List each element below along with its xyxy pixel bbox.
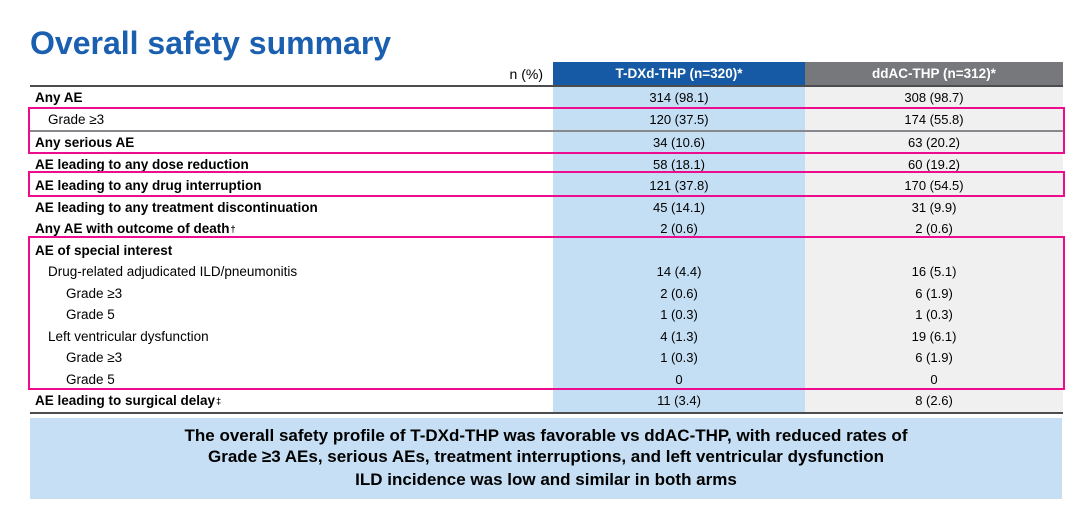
- row-label: Grade ≥3: [66, 350, 123, 366]
- table-row: Grade ≥3 1 (0.3) 6 (1.9): [30, 347, 1063, 369]
- table-row: AE leading to any treatment discontinuat…: [30, 196, 1063, 219]
- row-label: Any serious AE: [35, 135, 135, 151]
- table-row: Left ventricular dysfunction 4 (1.3) 19 (6…: [30, 325, 1063, 348]
- table-row: Grade ≥3 2 (0.6) 6 (1.9): [30, 282, 1063, 305]
- tdxd-value-cell: 2 (0.6): [553, 218, 805, 240]
- summary-line: The overall safety profile of T-DXd-THP …: [184, 426, 908, 446]
- ddac-value-cell: 308 (98.7): [805, 87, 1063, 109]
- tdxd-value-cell: 120 (37.5): [553, 108, 805, 131]
- ddac-value-cell: 63 (20.2): [805, 132, 1063, 154]
- ddac-value-cell: [805, 239, 1063, 262]
- tdxd-value-cell: [553, 239, 805, 262]
- column-header-tdxd: T-DXd-THP (n=320)*: [553, 62, 805, 85]
- ddac-value-cell: 0: [805, 368, 1063, 391]
- ddac-value-cell: 8 (2.6): [805, 390, 1063, 412]
- table-row: Grade ≥3 120 (37.5) 174 (55.8): [30, 108, 1063, 131]
- tdxd-value-cell: 314 (98.1): [553, 87, 805, 109]
- tdxd-value-cell: 1 (0.3): [553, 304, 805, 326]
- table-row: AE of special interest: [30, 239, 1063, 262]
- tdxd-value-cell: 14 (4.4): [553, 261, 805, 283]
- ddac-value-cell: 16 (5.1): [805, 261, 1063, 283]
- row-label: AE of special interest: [35, 242, 173, 258]
- ddac-value-cell: 170 (54.5): [805, 175, 1063, 197]
- row-label: Grade ≥3: [66, 285, 123, 301]
- row-label: AE leading to any drug interruption: [35, 178, 262, 194]
- tdxd-value-cell: 121 (37.8): [553, 175, 805, 197]
- table-row: AE leading to any dose reduction 58 (18.1…: [30, 153, 1063, 176]
- tdxd-value-cell: 2 (0.6): [553, 282, 805, 305]
- tdxd-value-cell: 11 (3.4): [553, 390, 805, 412]
- row-label: AE leading to any dose reduction: [35, 156, 249, 172]
- table-row: Any AE with outcome of death † 2 (0.6) 2 (0…: [30, 218, 1063, 240]
- tdxd-value-cell: 1 (0.3): [553, 347, 805, 369]
- ddac-value-cell: 31 (9.9): [805, 196, 1063, 219]
- summary-line: ILD incidence was low and similar in bot…: [355, 470, 737, 490]
- row-label: AE leading to surgical delay ‡: [35, 393, 222, 409]
- tdxd-value-cell: 4 (1.3): [553, 325, 805, 348]
- ddac-value-cell: 6 (1.9): [805, 282, 1063, 305]
- summary-callout-box: The overall safety profile of T-DXd-THP …: [30, 418, 1062, 499]
- table-row: Grade 5 1 (0.3) 1 (0.3): [30, 304, 1063, 326]
- row-label: Grade 5: [66, 371, 115, 387]
- tdxd-value-cell: 34 (10.6): [553, 132, 805, 154]
- row-label: Drug-related adjudicated ILD/pneumonitis: [48, 264, 298, 280]
- ddac-value-cell: 1 (0.3): [805, 304, 1063, 326]
- row-label: Any AE: [35, 90, 83, 106]
- table-body: Any AE 314 (98.1) 308 (98.7) Grade ≥3 120 (3…: [28, 85, 1065, 414]
- row-label: AE leading to any treatment discontinuat…: [35, 199, 318, 215]
- ddac-value-cell: 174 (55.8): [805, 108, 1063, 131]
- table-row: Any serious AE 34 (10.6) 63 (20.2): [30, 130, 1063, 154]
- row-label: Grade 5: [66, 307, 115, 323]
- table-row: Any AE 314 (98.1) 308 (98.7): [30, 87, 1063, 109]
- ddac-value-cell: 60 (19.2): [805, 153, 1063, 176]
- summary-line: Grade ≥3 AEs, serious AEs, treatment int…: [208, 446, 884, 466]
- table-header-row: n (%) T-DXd-THP (n=320)* ddAC-THP (n=312…: [30, 62, 1063, 85]
- row-label: Left ventricular dysfunction: [48, 328, 209, 344]
- tdxd-value-cell: 58 (18.1): [553, 153, 805, 176]
- page-title: Overall safety summary: [30, 25, 392, 62]
- unit-label: n (%): [509, 65, 543, 82]
- table-row: AE leading to surgical delay ‡ 11 (3.4) 8 (…: [30, 390, 1063, 412]
- table-row: AE leading to any drug interruption 121 (…: [30, 175, 1063, 197]
- table-row: Drug-related adjudicated ILD/pneumonitis…: [30, 261, 1063, 283]
- row-label: Any AE with outcome of death †: [35, 221, 236, 237]
- column-header-ddac: ddAC-THP (n=312)*: [805, 62, 1063, 85]
- ddac-value-cell: 6 (1.9): [805, 347, 1063, 369]
- tdxd-value-cell: 0: [553, 368, 805, 391]
- row-label: Grade ≥3: [48, 111, 105, 127]
- tdxd-value-cell: 45 (14.1): [553, 196, 805, 219]
- safety-table: n (%) T-DXd-THP (n=320)* ddAC-THP (n=312…: [28, 62, 1065, 414]
- ddac-value-cell: 19 (6.1): [805, 325, 1063, 348]
- ddac-value-cell: 2 (0.6): [805, 218, 1063, 240]
